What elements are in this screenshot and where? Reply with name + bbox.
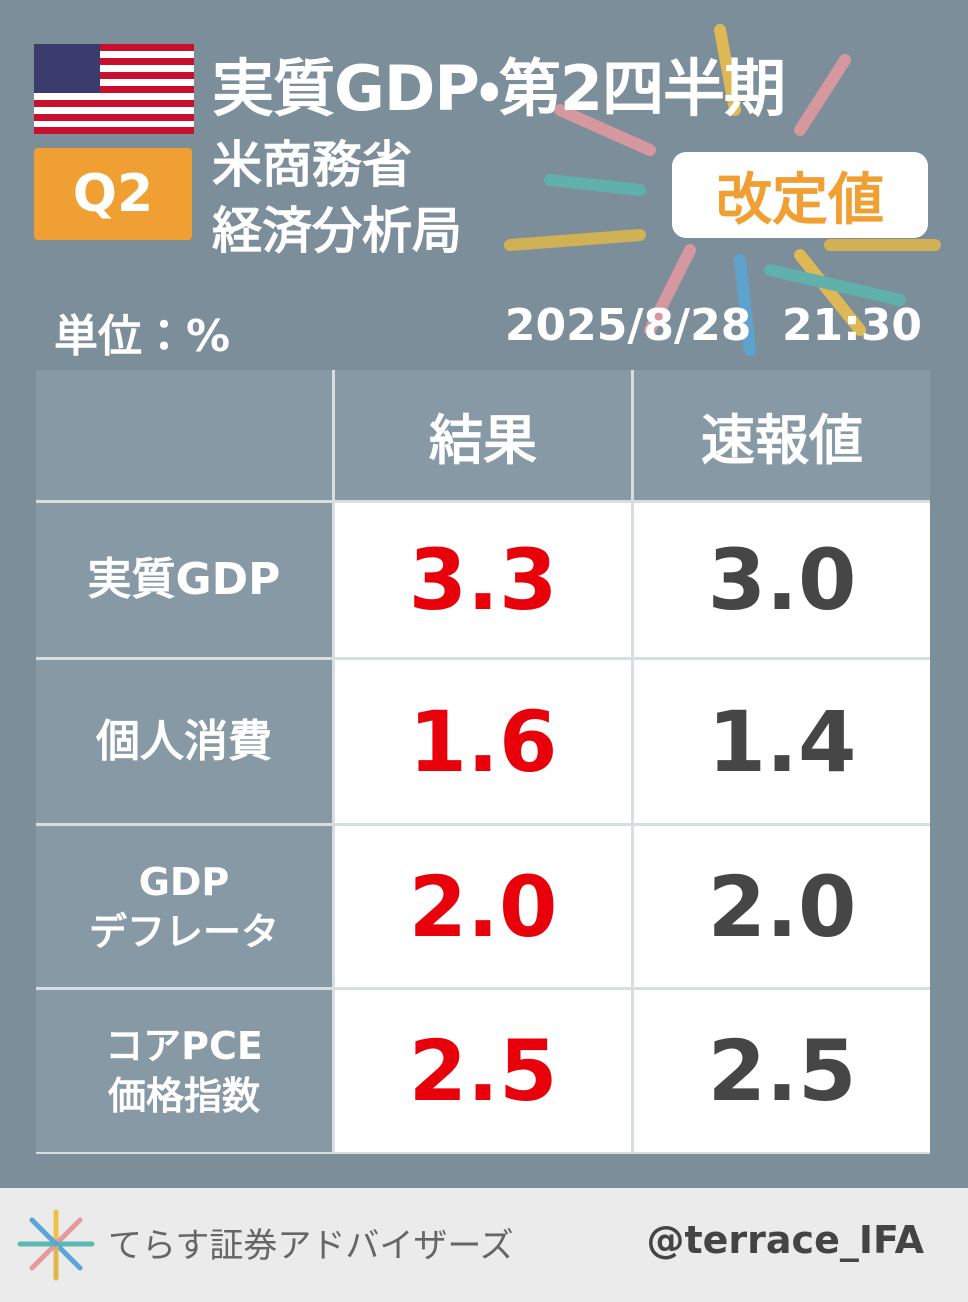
unit: 単位：% <box>54 311 231 362</box>
row-label-line: コアPCE <box>105 1024 263 1068</box>
value-cell: 3.3 <box>335 503 631 657</box>
row-label-line: 価格指数 <box>107 1074 260 1118</box>
value-cell: 3.0 <box>634 503 930 657</box>
quarter-badge: Q2 <box>34 148 192 240</box>
row-label: 個人消費 <box>36 660 332 823</box>
value-cell: 1.4 <box>634 660 930 823</box>
row-label-line: デフレータ <box>88 909 279 954</box>
decoration <box>34 24 941 356</box>
title: 実質GDP・第2四半期 <box>212 52 786 125</box>
row-label: GDP デフレータ <box>36 826 332 987</box>
brand: てらす証券アドバイザーズ <box>108 1226 514 1266</box>
value-cell: 2.0 <box>634 826 930 987</box>
row-label-line: 実質GDP <box>87 554 281 605</box>
value-cell: 2.0 <box>335 826 631 987</box>
value-cell: 1.6 <box>335 660 631 823</box>
source-line: 米商務省 <box>212 136 412 194</box>
value-cell: 2.5 <box>335 990 631 1152</box>
footer <box>0 1188 968 1302</box>
revision-tag: 改定値 <box>672 152 928 238</box>
row-label-line: 個人消費 <box>96 715 272 767</box>
source-line: 経済分析局 <box>212 202 462 260</box>
column-header: 速報値 <box>634 370 930 500</box>
logo <box>17 1209 95 1281</box>
row-label-line: GDP <box>138 859 230 904</box>
value-cell: 2.5 <box>634 990 930 1152</box>
row-label: 実質GDP <box>36 503 332 657</box>
row-label: コアPCE 価格指数 <box>36 990 332 1152</box>
us-flag <box>34 44 194 134</box>
datetime: 2025/8/28 21:30 <box>504 300 922 351</box>
table: 結果 速報値実質GDP 3.3 3.0 個人消費 1.6 1.4 GDP デフレータ 2.0 2.0… <box>36 370 930 1154</box>
handle: @terrace_IFA <box>646 1218 924 1262</box>
column-header: 結果 <box>335 370 631 500</box>
source: 米商務省 経済分析局 <box>212 132 462 264</box>
header-cell-empty <box>36 370 332 500</box>
